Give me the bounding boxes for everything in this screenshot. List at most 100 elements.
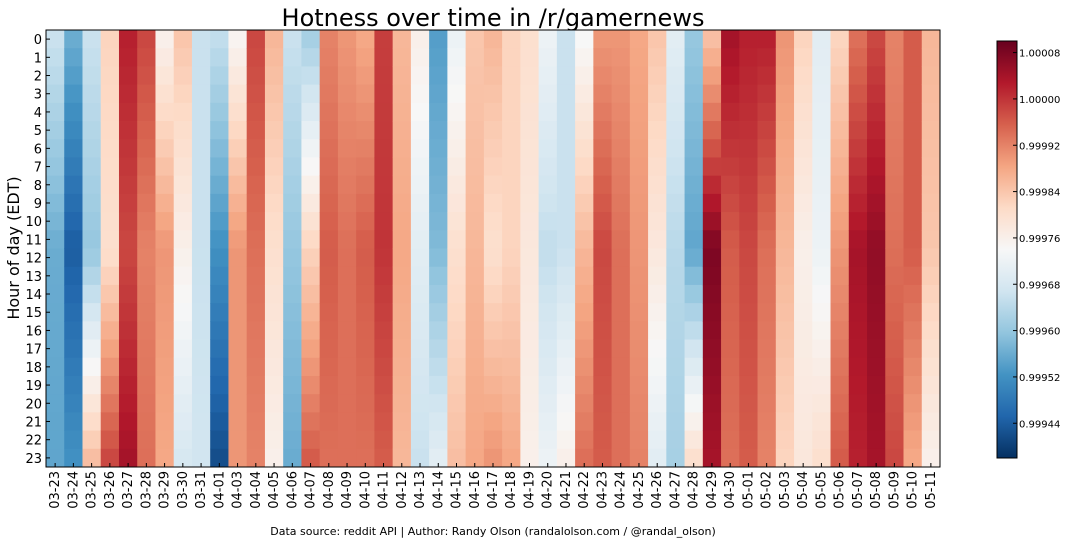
heatmap-cell <box>447 303 467 322</box>
heatmap-cell <box>775 266 795 286</box>
heatmap-cell <box>246 339 266 359</box>
heatmap-cell <box>666 448 685 468</box>
heatmap-cell <box>648 157 667 177</box>
heatmap-cell <box>429 284 448 304</box>
heatmap-cell <box>830 339 850 359</box>
heatmap-cell <box>82 321 102 340</box>
x-tick-label: 04-17 <box>486 471 501 509</box>
heatmap-cell <box>137 266 156 286</box>
heatmap-cell <box>848 139 868 158</box>
heatmap-cell <box>921 284 941 304</box>
heatmap-cell <box>702 266 722 286</box>
heatmap-cell <box>374 212 394 231</box>
heatmap-cell <box>447 375 467 395</box>
heatmap-cell <box>155 84 175 104</box>
heatmap-cell <box>684 48 704 67</box>
heatmap-cell <box>921 139 941 158</box>
heatmap-cell <box>283 193 302 213</box>
heatmap-cell <box>794 321 813 340</box>
heatmap-cell <box>775 193 795 213</box>
heatmap-cell <box>173 375 193 395</box>
heatmap-cell <box>867 84 886 104</box>
heatmap-cell <box>173 321 193 340</box>
heatmap-cell <box>155 102 175 122</box>
heatmap-cell <box>118 394 138 413</box>
heatmap-cell <box>283 175 302 195</box>
heatmap-cell <box>246 139 266 158</box>
heatmap-cell <box>264 84 284 104</box>
heatmap-cell <box>264 30 284 49</box>
heatmap-cell <box>191 84 211 104</box>
heatmap-cell <box>903 394 923 413</box>
heatmap-cell <box>775 284 795 304</box>
heatmap-cell <box>64 321 83 340</box>
heatmap-cell <box>118 66 138 86</box>
heatmap-cell <box>264 266 284 286</box>
heatmap-cell <box>903 30 923 49</box>
heatmap-cell <box>392 284 412 304</box>
heatmap-cell <box>629 157 649 177</box>
heatmap-cell <box>429 394 448 413</box>
heatmap-cell <box>301 394 321 413</box>
heatmap-cell <box>483 375 503 395</box>
heatmap-cell <box>611 66 631 86</box>
heatmap-cell <box>301 248 321 268</box>
heatmap-cell <box>337 266 357 286</box>
heatmap-cell <box>812 212 831 231</box>
heatmap-cell <box>137 30 156 49</box>
heatmap-cell <box>830 48 850 67</box>
y-tick-label: 1 <box>34 51 42 66</box>
heatmap-cell <box>757 193 777 213</box>
heatmap-cell <box>830 139 850 158</box>
heatmap-cell <box>392 303 412 322</box>
heatmap-cell <box>46 121 65 140</box>
heatmap-cell <box>228 66 248 86</box>
heatmap-cell <box>82 448 102 468</box>
colorbar-tick-label: 0.99968 <box>1019 280 1060 291</box>
colorbar-tick-label: 0.99952 <box>1019 373 1060 384</box>
heatmap-cell <box>903 193 923 213</box>
heatmap-cell <box>830 212 850 231</box>
x-tick-label: 04-28 <box>687 471 702 509</box>
heatmap-cell <box>593 157 612 177</box>
heatmap-cell <box>374 121 394 140</box>
heatmap-cell <box>429 139 448 158</box>
heatmap-cell <box>356 212 375 231</box>
heatmap-cell <box>794 284 813 304</box>
x-tick-label: 04-13 <box>413 471 428 509</box>
heatmap-cell <box>830 412 850 431</box>
heatmap-cell <box>666 394 685 413</box>
heatmap-cell <box>757 48 777 67</box>
heatmap-cell <box>264 157 284 177</box>
heatmap-cell <box>721 121 740 140</box>
heatmap-cell <box>538 303 558 322</box>
heatmap-cell <box>173 339 193 359</box>
heatmap-cell <box>283 284 302 304</box>
heatmap-cell <box>648 448 667 468</box>
heatmap-cell <box>173 248 193 268</box>
heatmap-cell <box>465 375 485 395</box>
heatmap-cell <box>611 157 631 177</box>
heatmap-cell <box>556 30 576 49</box>
heatmap-cell <box>301 139 321 158</box>
heatmap-cell <box>173 448 193 468</box>
heatmap-cell <box>465 102 485 122</box>
heatmap-cell <box>867 66 886 86</box>
heatmap-cell <box>337 321 357 340</box>
heatmap-cell <box>666 30 685 49</box>
heatmap-cell <box>46 157 65 177</box>
heatmap-cell <box>337 284 357 304</box>
heatmap-cell <box>684 157 704 177</box>
heatmap-cell <box>356 175 375 195</box>
heatmap-cell <box>611 139 631 158</box>
heatmap-cell <box>848 266 868 286</box>
heatmap-cell <box>82 357 102 377</box>
heatmap-cell <box>447 66 467 86</box>
heatmap-cell <box>264 102 284 122</box>
heatmap-cell <box>137 175 156 195</box>
heatmap-cell <box>410 193 430 213</box>
heatmap-cell <box>64 66 83 86</box>
heatmap-cell <box>429 266 448 286</box>
heatmap-cell <box>301 30 321 49</box>
